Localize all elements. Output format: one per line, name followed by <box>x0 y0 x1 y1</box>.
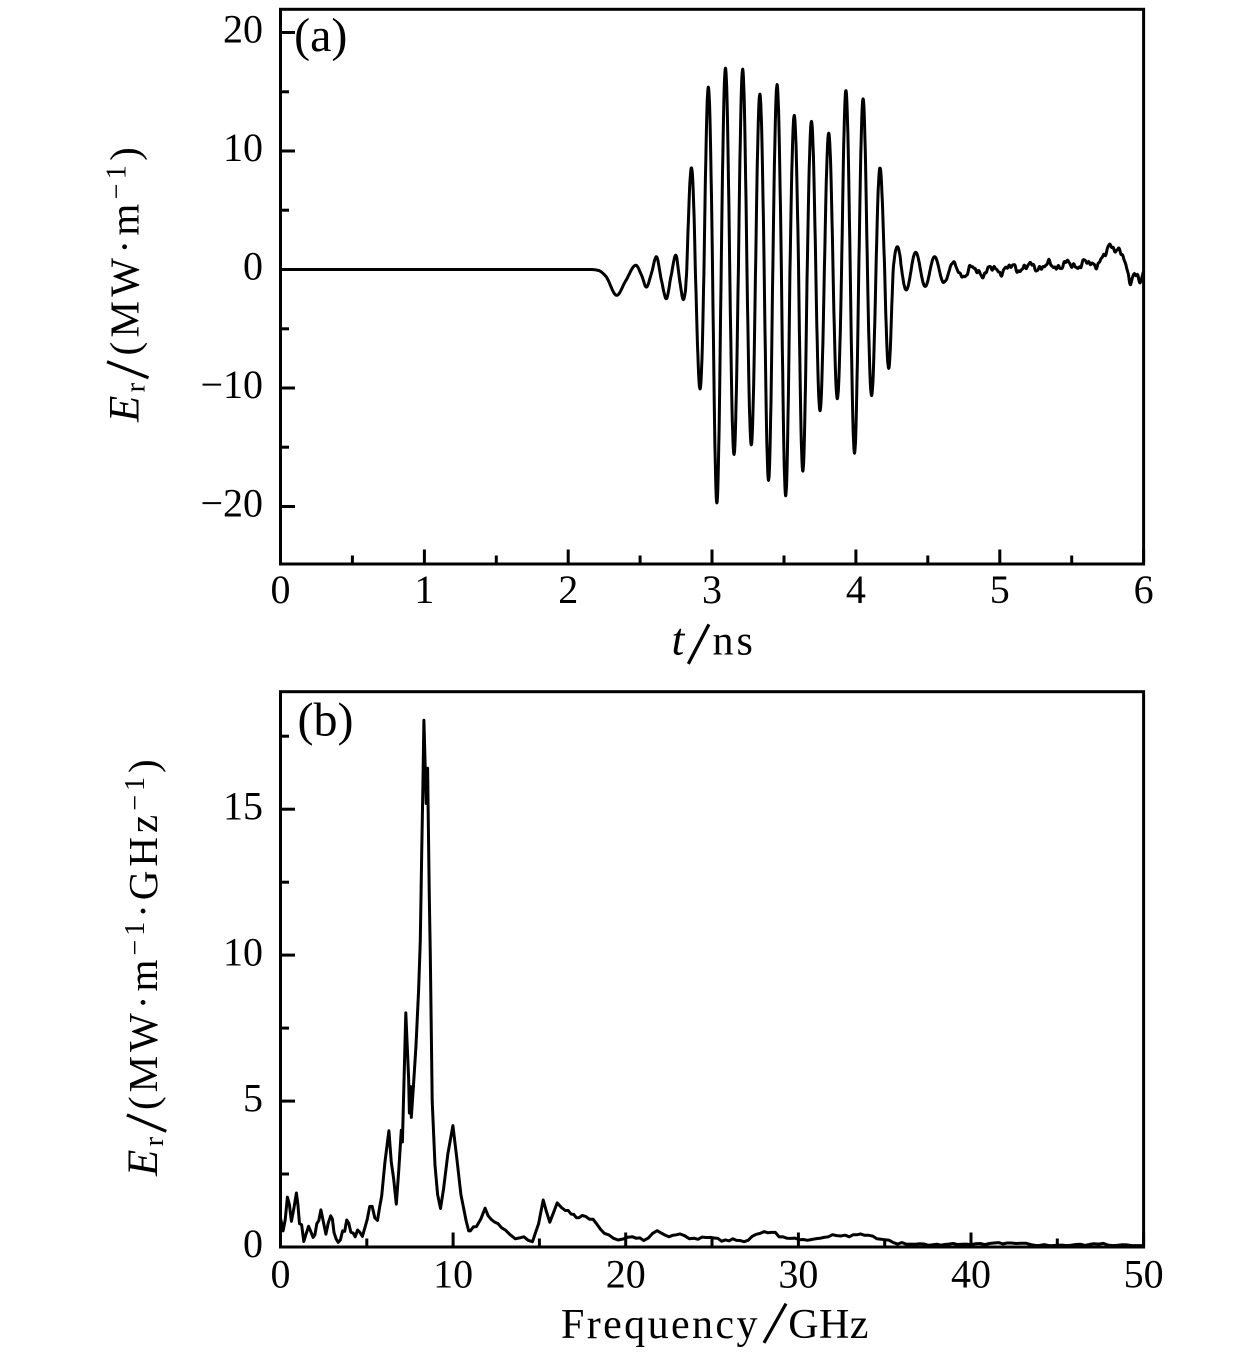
svg-text:5: 5 <box>990 567 1010 612</box>
svg-text:5: 5 <box>243 1075 263 1120</box>
svg-text:30: 30 <box>778 1251 818 1296</box>
svg-text:0: 0 <box>243 1221 263 1266</box>
svg-text:20: 20 <box>223 7 263 52</box>
svg-text:GHz: GHz <box>788 1302 869 1348</box>
svg-text:0: 0 <box>271 1251 291 1296</box>
svg-text:20: 20 <box>606 1251 646 1296</box>
svg-text:ns: ns <box>713 618 756 664</box>
svg-text:Frequency: Frequency <box>561 1302 760 1348</box>
svg-text:10: 10 <box>433 1251 473 1296</box>
svg-text:6: 6 <box>1134 567 1154 612</box>
svg-text:40: 40 <box>951 1251 991 1296</box>
svg-text:15: 15 <box>223 783 263 828</box>
svg-text:4: 4 <box>846 567 866 612</box>
svg-text:Er: Er <box>120 1133 170 1177</box>
svg-text:2: 2 <box>558 567 578 612</box>
svg-text:(b): (b) <box>298 693 354 746</box>
svg-text:50: 50 <box>1124 1251 1164 1296</box>
svg-text:t: t <box>672 613 686 664</box>
svg-text:Er: Er <box>102 379 152 423</box>
svg-text:0: 0 <box>243 244 263 289</box>
svg-text:0: 0 <box>271 567 291 612</box>
svg-text:10: 10 <box>223 929 263 974</box>
svg-text:(a): (a) <box>294 9 347 62</box>
svg-text:3: 3 <box>702 567 722 612</box>
svg-text:1: 1 <box>414 567 434 612</box>
svg-text:(MW·m−1·GHz−1): (MW·m−1·GHz−1) <box>120 755 166 1110</box>
svg-text:10: 10 <box>223 125 263 170</box>
svg-text:−10: −10 <box>200 362 263 407</box>
svg-text:−20: −20 <box>200 481 263 526</box>
